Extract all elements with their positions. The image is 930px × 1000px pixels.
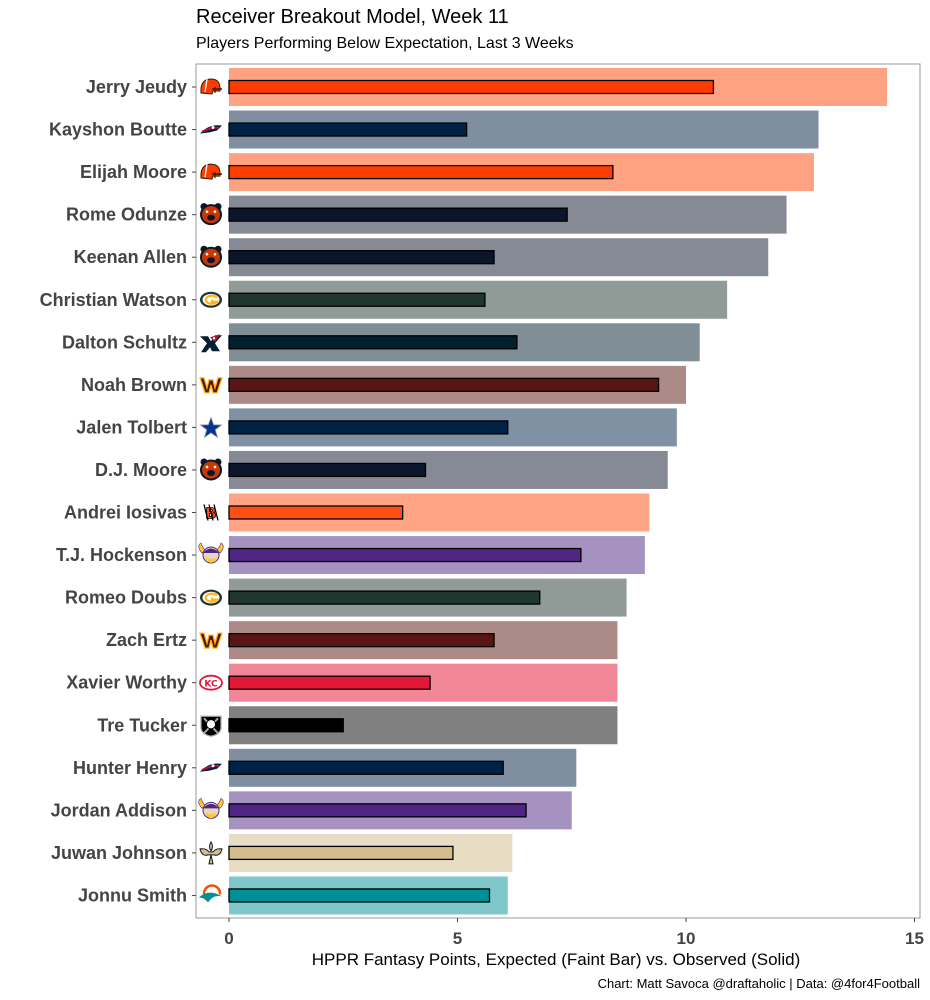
player-label: Keenan Allen [74,247,187,267]
patriots-logo-icon [200,763,222,772]
vikings-logo-icon [198,542,224,564]
player-label: Jordan Addison [51,800,187,820]
observed-bar [228,633,495,648]
saints-logo-icon [199,840,223,865]
packers-logo-icon [200,291,222,308]
dolphins-logo-icon [199,884,222,903]
observed-bar [228,462,427,478]
chart-subtitle: Players Performing Below Expectation, La… [196,35,574,52]
vikings-logo-icon [198,797,224,819]
player-label: Christian Watson [40,290,187,310]
player-label: Dalton Schultz [62,332,187,352]
commanders-logo-icon [199,632,223,649]
bears-logo-icon [200,245,222,268]
observed-bar [228,803,527,818]
texans-logo-icon [200,334,222,353]
cowboys-star-icon [199,416,223,439]
player-label: Jalen Tolbert [76,417,187,437]
chiefs-logo-icon: KC [199,674,223,691]
observed-bar [228,377,660,393]
player-label: Juwan Johnson [51,843,187,863]
observed-bar [228,335,518,350]
observed-bar [228,505,404,520]
bengals-logo-icon: B [200,504,222,523]
packers-logo-icon [200,589,222,606]
x-axis-title: HPPR Fantasy Points, Expected (Faint Bar… [312,950,800,969]
player-label: Elijah Moore [80,162,187,182]
x-tick-label: 15 [905,929,924,948]
observed-bar [228,79,715,95]
patriots-logo-icon [200,125,222,134]
raiders-logo-icon [200,715,222,737]
observed-bar [228,590,541,605]
player-label: D.J. Moore [95,460,187,480]
player-label: Tre Tucker [97,715,187,735]
observed-bar [228,547,582,563]
player-label: Romeo Doubs [65,588,187,608]
player-label: Kayshon Boutte [49,120,187,140]
player-label: Andrei Iosivas [64,503,187,523]
svg-text:KC: KC [204,680,218,690]
x-tick-label: 10 [677,929,696,948]
player-label: Noah Brown [81,375,187,395]
observed-bar [228,718,344,733]
player-label: Zach Ertz [106,630,187,650]
observed-bar [228,675,431,690]
observed-bar [228,122,468,137]
observed-bar [228,845,454,861]
player-label: Rome Odunze [66,205,187,225]
bears-logo-icon [200,458,222,481]
observed-bar [228,292,486,307]
player-label: T.J. Hockenson [56,545,187,565]
bears-logo-icon [200,203,222,226]
player-label: Jonnu Smith [78,885,187,905]
observed-bar [228,250,495,265]
observed-bar [228,207,568,222]
observed-bar [228,760,504,775]
x-tick-label: 0 [224,929,233,948]
plot-panel-border [195,63,921,919]
player-label: Xavier Worthy [66,673,187,693]
chart-caption: Chart: Matt Savoca @draftaholic | Data: … [597,976,920,991]
commanders-logo-icon [199,377,223,394]
observed-bar [228,420,509,435]
observed-bar [228,888,491,903]
player-label: Jerry Jeudy [86,77,187,97]
browns-helmet-icon [200,163,222,180]
chart-title: Receiver Breakout Model, Week 11 [196,6,509,28]
player-label: Hunter Henry [73,758,187,778]
observed-bar [228,164,614,180]
x-tick-label: 5 [453,929,462,948]
browns-helmet-icon [200,78,222,95]
